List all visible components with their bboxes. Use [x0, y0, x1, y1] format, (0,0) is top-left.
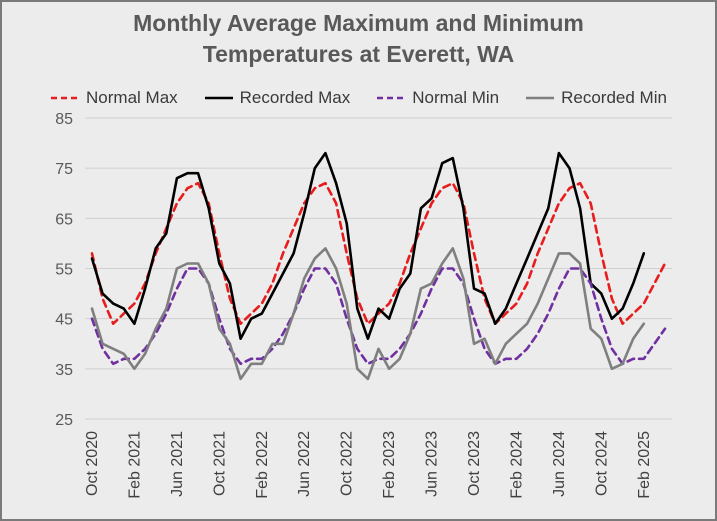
y-tick-label: 55	[55, 262, 73, 279]
legend-swatch	[526, 96, 555, 100]
legend-swatch	[377, 96, 406, 100]
series-line-normal-max	[90, 181, 667, 326]
y-tick-label: 75	[55, 161, 73, 178]
x-tick-label: Jun 2021	[169, 431, 186, 497]
x-tick-label: Oct 2020	[84, 431, 101, 496]
y-tick-label: 35	[55, 362, 73, 379]
legend-item: Normal Max	[50, 86, 178, 110]
x-tick-label: Feb 2023	[381, 431, 398, 499]
legend-item: Normal Min	[376, 86, 499, 110]
x-tick-label: Oct 2021	[211, 431, 228, 496]
chart-title-line1: Monthly Average Maximum and Minimum	[133, 10, 584, 36]
y-tick-label: 65	[55, 211, 73, 228]
series-line-recorded-min	[90, 247, 646, 381]
x-tick-label: Jun 2023	[424, 431, 441, 497]
x-tick-label: Oct 2024	[593, 431, 610, 496]
legend-item: Recorded Min	[525, 86, 667, 110]
legend-label: Recorded Min	[561, 88, 667, 107]
series-line-recorded-max	[90, 151, 646, 341]
x-tick-label: Feb 2021	[126, 431, 143, 499]
x-tick-label: Feb 2022	[254, 431, 271, 499]
chart-title: Monthly Average Maximum and Minimum Temp…	[0, 8, 717, 70]
x-tick-label: Jun 2022	[296, 431, 313, 497]
y-tick-label: 85	[55, 111, 73, 128]
y-tick-label: 25	[55, 412, 73, 429]
legend-swatch	[204, 96, 233, 100]
legend-item: Recorded Max	[204, 86, 351, 110]
x-tick-label: Oct 2023	[466, 431, 483, 496]
legend-swatch	[51, 96, 80, 100]
x-tick-label: Feb 2025	[636, 431, 653, 499]
x-tick-label: Jun 2024	[551, 431, 568, 497]
x-tick-label: Feb 2024	[508, 431, 525, 499]
x-tick-label: Oct 2022	[339, 431, 356, 496]
y-tick-label: 45	[55, 312, 73, 329]
legend-label: Normal Max	[86, 88, 178, 107]
legend-label: Normal Min	[412, 88, 500, 107]
chart-title-line2: Temperatures at Everett, WA	[202, 41, 515, 67]
chart-legend: Normal Max Recorded Max Normal Min Recorded…	[0, 86, 717, 110]
legend-label: Recorded Max	[239, 88, 351, 107]
